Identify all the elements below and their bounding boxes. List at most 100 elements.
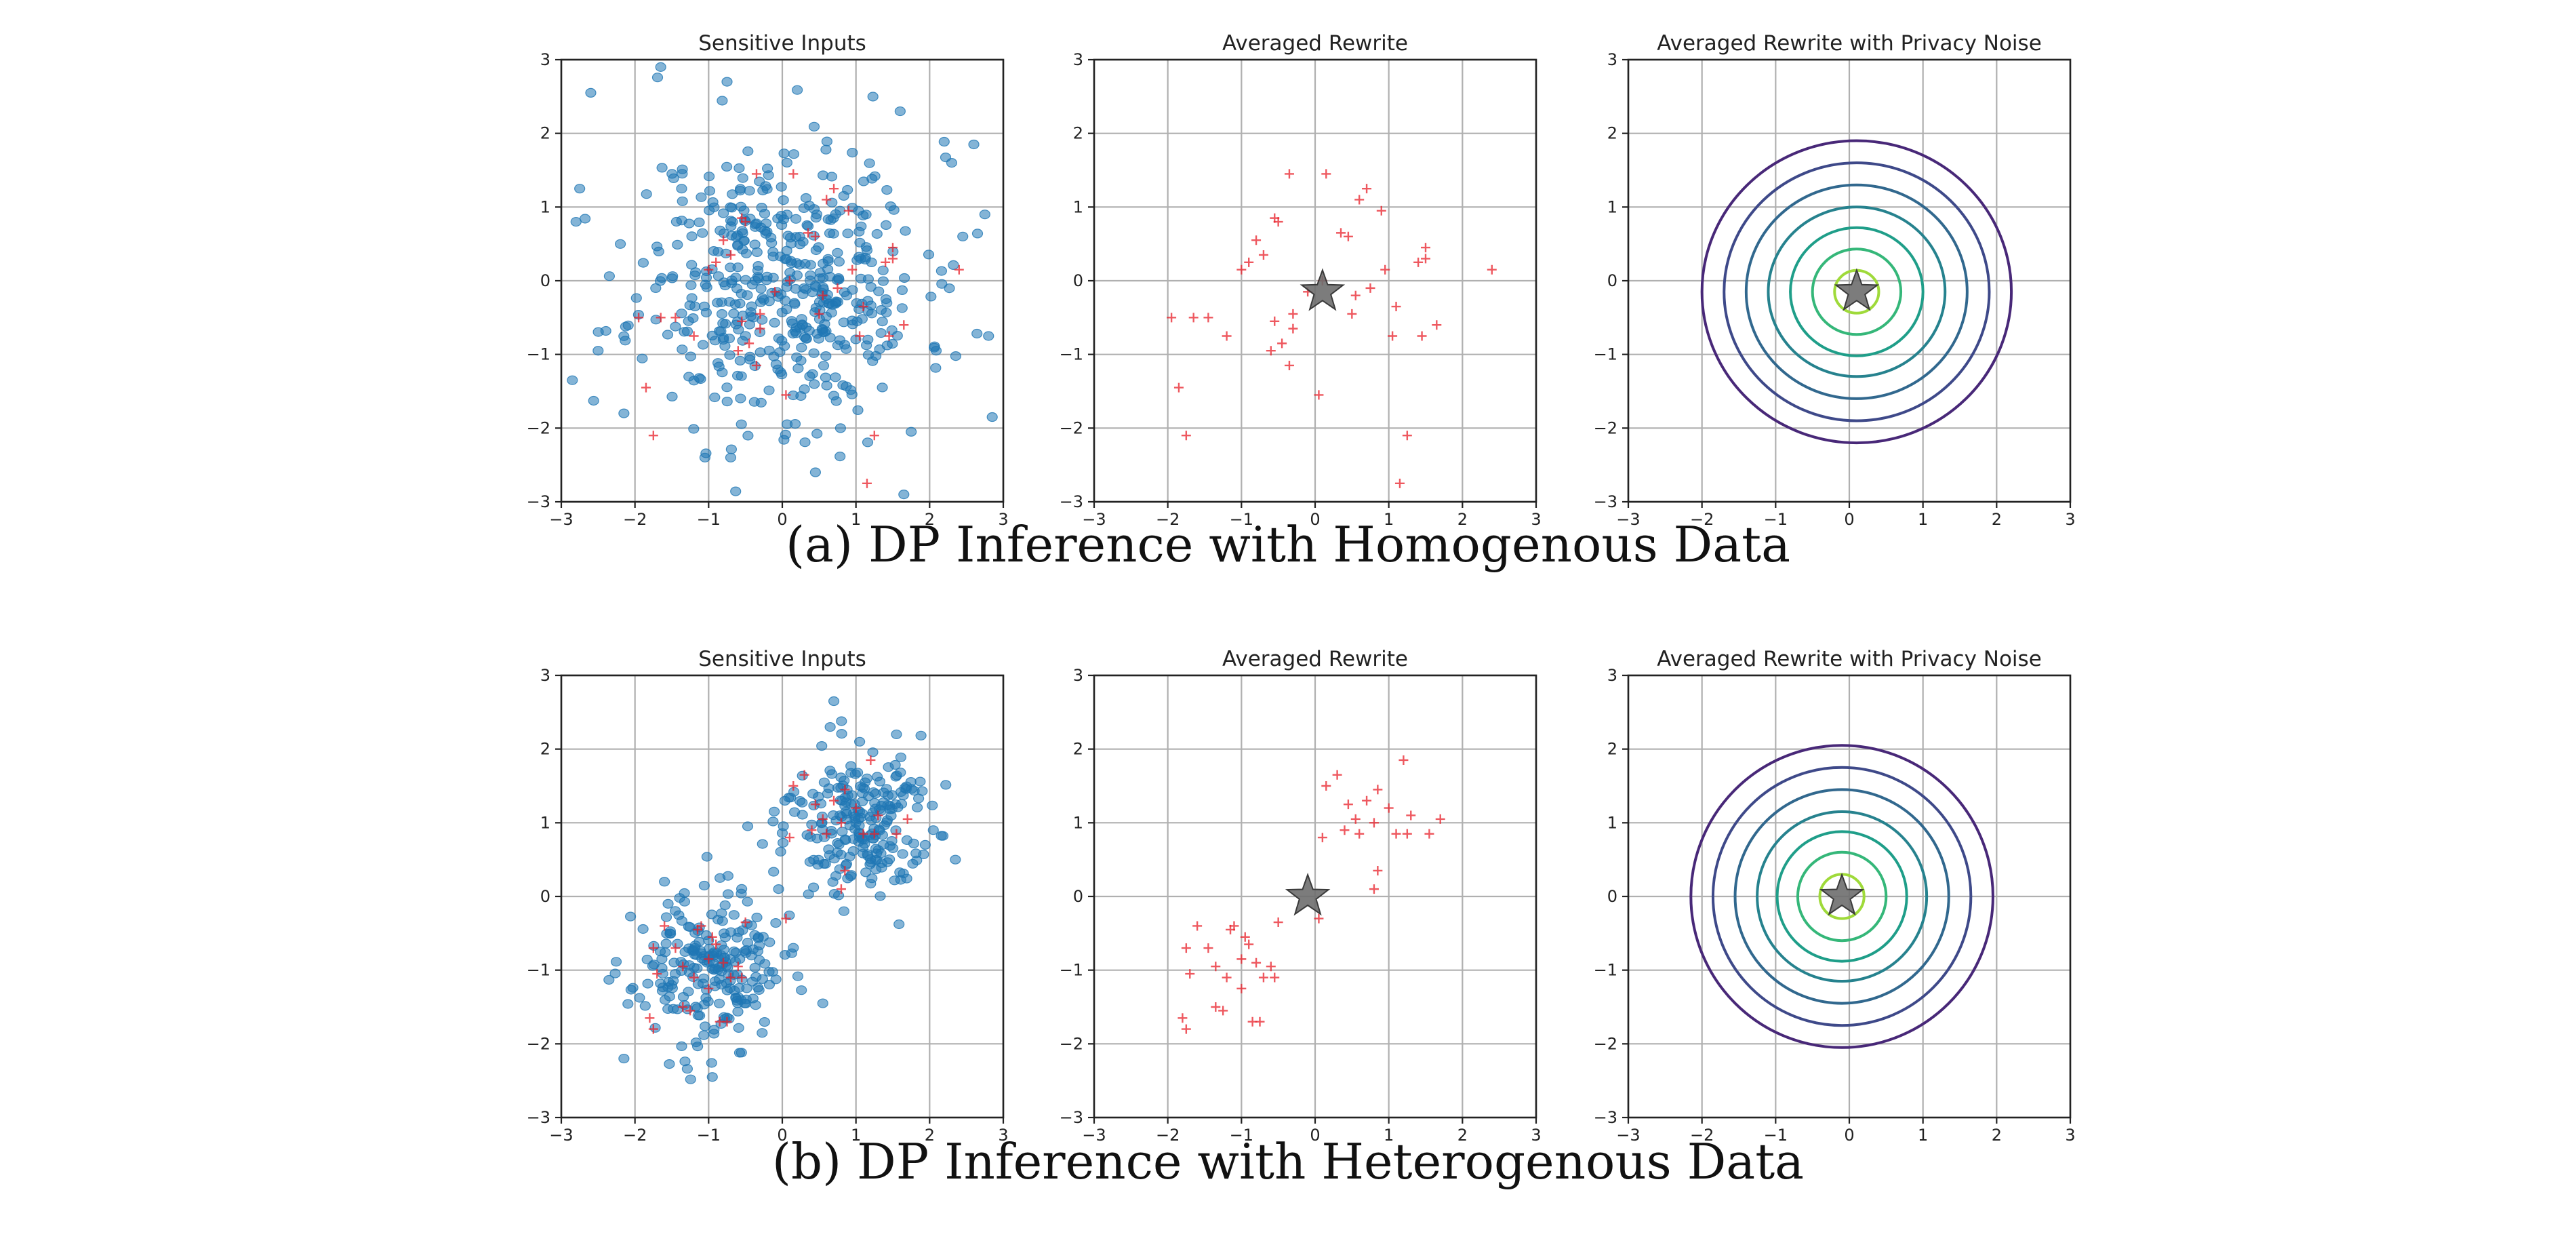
y-tick-label-b2-0: −3 <box>1060 1108 1083 1127</box>
input-point-gen-a1-188 <box>744 319 756 330</box>
input-point-gen-a1-469 <box>801 334 812 344</box>
contour-a3-1 <box>1723 161 1991 422</box>
input-point-gen-a1-14 <box>712 358 724 368</box>
rewrite-point-b1-40 <box>873 810 883 821</box>
panel-title-b3: Averaged Rewrite with Privacy Noise <box>1657 647 2042 671</box>
marks-a1 <box>567 62 998 500</box>
x-tick-label-a1-2: −1 <box>697 510 721 529</box>
input-point-gen-a1-90 <box>752 261 764 271</box>
input-point-gen-b1-340 <box>836 716 847 726</box>
rewrite-point-b1-32 <box>836 818 846 828</box>
input-point-gen-a1-301 <box>867 356 879 366</box>
input-point-gen-a1-423 <box>666 273 678 283</box>
input-point-gen-b1-105 <box>713 998 725 1008</box>
y-tick-label-b1-3: 0 <box>540 887 550 906</box>
x-tick-label-a1-6: 3 <box>998 510 1008 529</box>
rewrite-point-a1-7 <box>711 257 721 267</box>
input-point-gen-b1-354 <box>832 890 845 901</box>
rewrite-point-a2-22 <box>1336 228 1346 238</box>
rewrite-point-a2-15 <box>1288 309 1298 319</box>
input-point-gen-a1-446 <box>701 282 712 292</box>
input-point-gen-a1-308 <box>875 328 887 338</box>
panel-b3: Averaged Rewrite with Privacy Noise −3 −2 −… <box>1594 647 2076 1145</box>
input-point-gen-a1-412 <box>834 335 846 345</box>
y-tick-label-a2-4: 1 <box>1073 197 1083 216</box>
input-point-gen-a1-114 <box>873 286 885 296</box>
input-point-gen-b1-132 <box>719 900 731 911</box>
x-tick-label-a2-2: −1 <box>1230 510 1253 529</box>
input-point-a1-8 <box>946 158 958 168</box>
x-tick-label-b1-3: 0 <box>777 1126 787 1145</box>
input-point-gen-b1-239 <box>911 802 923 813</box>
average-star-a2-0 <box>1300 268 1346 311</box>
input-point-gen-b1-166 <box>746 920 757 930</box>
input-point-gen-a1-227 <box>763 170 774 180</box>
rewrite-point-b1-36 <box>851 803 861 813</box>
input-point-a1-11 <box>986 412 998 422</box>
input-point-gen-a1-351 <box>716 309 728 319</box>
input-point-gen-a1-405 <box>808 204 820 214</box>
rewrite-point-b1-27 <box>807 825 817 835</box>
input-point-gen-a1-428 <box>805 270 816 280</box>
input-point-gen-a1-200 <box>799 437 811 448</box>
panel-a3: Averaged Rewrite with Privacy Noise −3 −2 −… <box>1594 31 2076 529</box>
input-point-b1-3 <box>891 729 902 740</box>
rewrite-point-a1-24 <box>822 195 832 205</box>
input-point-gen-a1-452 <box>782 231 794 241</box>
input-point-gen-a1-309 <box>734 355 746 366</box>
contour-a3-2 <box>1744 183 1969 400</box>
input-point-gen-a1-80 <box>810 213 822 223</box>
input-point-gen-b1-306 <box>788 807 801 817</box>
input-point-a1-3 <box>574 184 586 194</box>
x-tick-label-a2-5: 2 <box>1457 510 1468 529</box>
input-point-gen-a1-442 <box>776 182 787 192</box>
input-point-b1-11 <box>817 998 828 1008</box>
x-tick-label-b1-5: 2 <box>925 1126 935 1145</box>
x-tick-label-a2-0: −3 <box>1082 510 1106 529</box>
input-point-gen-a1-138 <box>923 250 935 260</box>
x-tick-label-b2-6: 3 <box>1531 1126 1541 1145</box>
rewrite-point-a1-1 <box>641 382 651 393</box>
input-point-gen-a1-316 <box>687 313 699 323</box>
rewrite-point-b2-0 <box>1178 1013 1188 1023</box>
input-point-a1-18 <box>592 346 604 356</box>
input-point-gen-a1-388 <box>780 296 791 306</box>
input-point-gen-a1-439 <box>881 185 893 195</box>
average-star-b3-0 <box>1819 873 1865 916</box>
input-point-gen-a1-295 <box>730 486 742 496</box>
y-tick-label-b2-4: 1 <box>1073 813 1083 832</box>
rewrite-point-a2-16 <box>1288 323 1298 334</box>
input-point-gen-a1-289 <box>757 315 768 325</box>
rewrite-point-b1-9 <box>689 972 699 983</box>
input-point-gen-b1-199 <box>740 994 752 1005</box>
rewrite-point-a2-29 <box>1350 290 1361 300</box>
rewrite-point-a2-24 <box>1354 195 1365 205</box>
y-tick-label-a2-5: 2 <box>1073 124 1083 143</box>
input-point-gen-a1-401 <box>630 293 642 303</box>
rewrite-point-b1-4 <box>660 921 670 931</box>
input-point-gen-a1-413 <box>750 275 761 285</box>
input-point-b1-6 <box>618 1053 630 1064</box>
rewrite-point-a1-4 <box>670 313 681 323</box>
input-point-gen-b1-379 <box>836 728 847 739</box>
input-point-gen-a1-158 <box>790 214 802 224</box>
input-point-gen-b1-196 <box>757 932 769 942</box>
input-point-gen-a1-250 <box>637 258 649 268</box>
input-point-gen-a1-149 <box>796 342 807 353</box>
input-point-b1-2 <box>853 736 866 747</box>
y-tick-label-b2-2: −1 <box>1060 961 1083 980</box>
input-point-gen-a1-471 <box>797 319 808 330</box>
rewrite-point-b2-25 <box>1321 781 1331 791</box>
input-point-gen-a1-232 <box>832 248 843 258</box>
rewrite-point-a2-8 <box>1251 235 1262 245</box>
rewrite-point-a2-11 <box>1273 217 1283 227</box>
rewrite-point-b1-18 <box>719 957 729 968</box>
y-tick-label-b3-3: 0 <box>1607 887 1617 906</box>
input-point-gen-a1-462 <box>948 260 959 270</box>
input-point-gen-b1-410 <box>901 873 912 884</box>
rewrite-point-a2-39 <box>1394 478 1405 488</box>
x-tick-label-b2-0: −3 <box>1082 1126 1106 1145</box>
rewrite-point-b2-18 <box>1251 957 1262 968</box>
input-point-gen-b1-229 <box>683 967 696 978</box>
input-point-gen-a1-461 <box>641 189 652 199</box>
